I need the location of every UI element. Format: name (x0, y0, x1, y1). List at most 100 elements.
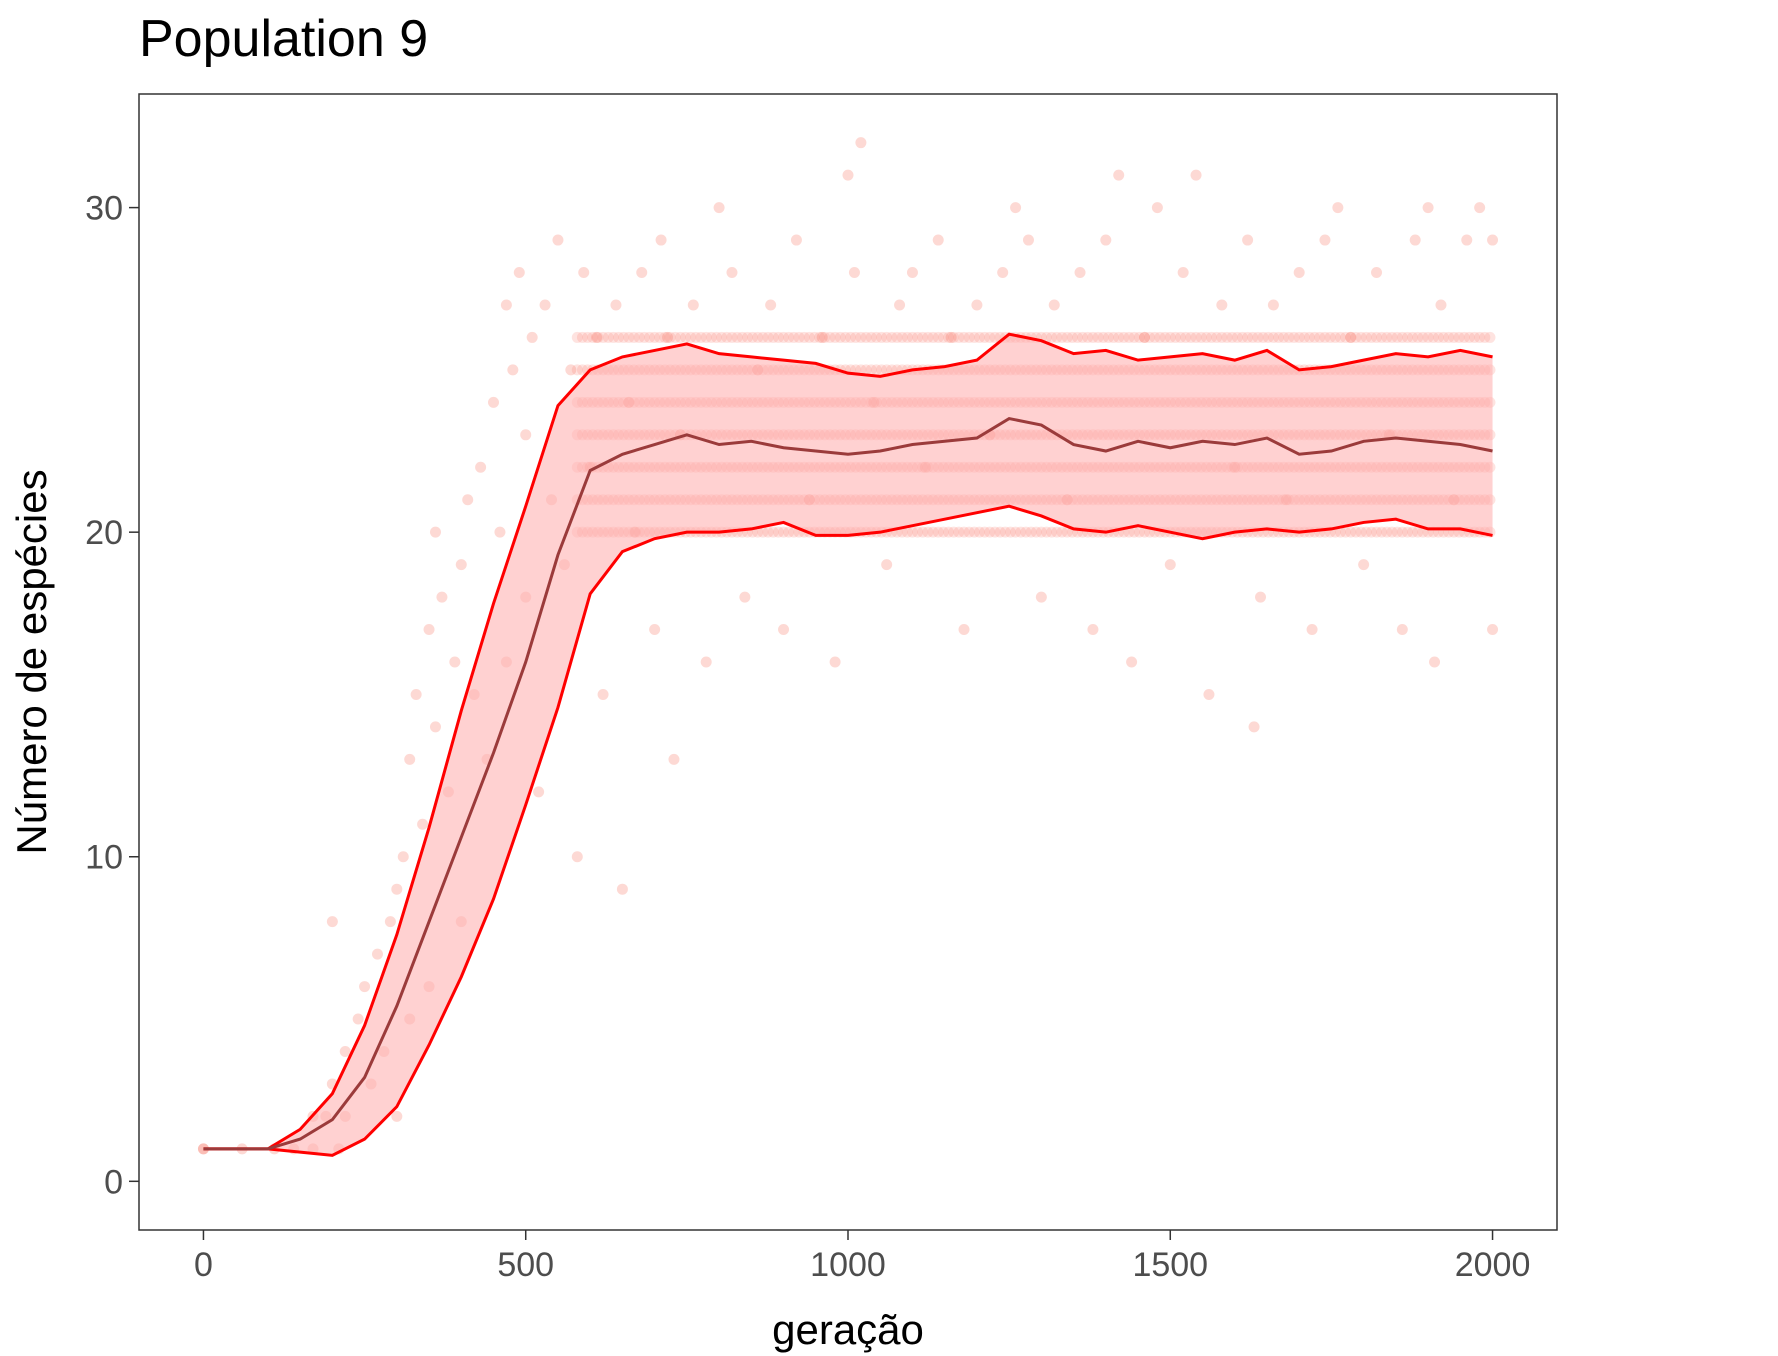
scatter-point (576, 364, 588, 376)
scatter-point (1190, 169, 1202, 181)
scatter-point (865, 331, 877, 343)
scatter-point (1100, 234, 1112, 246)
scatter-point (513, 267, 525, 279)
scatter-point (968, 526, 980, 538)
scatter-point (906, 526, 918, 538)
scatter-point (1412, 526, 1424, 538)
scatter-point (1371, 267, 1383, 279)
scatter-point (1113, 169, 1125, 181)
scatter-point (814, 331, 826, 343)
scatter-point (1314, 331, 1326, 343)
scatter-point (1267, 299, 1279, 311)
scatter-point (1231, 331, 1243, 343)
scatter-point (1350, 526, 1362, 538)
scatter-point (455, 559, 467, 571)
scatter-point (932, 331, 944, 343)
x-axis: 0 500 1000 1500 2000 (194, 1230, 1530, 1284)
scatter-point (1046, 331, 1058, 343)
scatter-point (1288, 331, 1300, 343)
scatter-point (984, 526, 996, 538)
scatter-point (790, 234, 802, 246)
y-axis-title: Número de espécies (8, 469, 55, 854)
scatter-point (1453, 331, 1465, 343)
scatter-point (1257, 331, 1269, 343)
scatter-point (860, 331, 872, 343)
scatter-point (1340, 331, 1352, 343)
scatter-point (669, 331, 681, 343)
scatter-point (816, 331, 828, 343)
scatter-point (1298, 331, 1310, 343)
scatter-point (1262, 331, 1274, 343)
scatter-point (1463, 331, 1475, 343)
scatter-point (1138, 331, 1150, 343)
series-lines (203, 332, 1493, 1157)
scatter-point (582, 331, 594, 343)
scatter-point (1319, 331, 1331, 343)
scatter-point (371, 948, 383, 960)
scatter-point (1169, 331, 1181, 343)
scatter-point (539, 299, 551, 311)
scatter-point (973, 526, 985, 538)
scatter-point (643, 331, 655, 343)
scatter-point (876, 331, 888, 343)
scatter-point (778, 624, 790, 636)
scatter-point (649, 624, 661, 636)
scatter-point (1128, 526, 1140, 538)
scatter-point (855, 331, 867, 343)
scatter-point (436, 591, 448, 603)
scatter-point (855, 137, 867, 149)
scatter-point (937, 526, 949, 538)
scatter-point (705, 331, 717, 343)
scatter-point (767, 526, 779, 538)
scatter-point (731, 331, 743, 343)
scatter-point (932, 526, 944, 538)
scatter-point (649, 331, 661, 343)
scatter-point (1255, 591, 1267, 603)
scatter-point (1035, 526, 1047, 538)
lower-line (203, 504, 1493, 1157)
confidence-band (203, 334, 1493, 1156)
scatter-point (1046, 526, 1058, 538)
scatter-point (1010, 526, 1022, 538)
y-tick-label: 20 (85, 514, 123, 552)
scatter-point (945, 331, 957, 343)
scatter-point (948, 331, 960, 343)
scatter-point (762, 331, 774, 343)
scatter-point (1010, 202, 1022, 214)
scatter-point (1216, 331, 1228, 343)
scatter-point (507, 364, 519, 376)
scatter-point (1443, 331, 1455, 343)
scatter-point (1422, 202, 1434, 214)
scatter-point (778, 526, 790, 538)
scatter-point (662, 331, 674, 343)
scatter-point (1108, 331, 1120, 343)
scatter-point (1429, 656, 1441, 668)
scatter-point (762, 526, 774, 538)
scatter-point (576, 331, 588, 343)
scatter-point (834, 331, 846, 343)
scatter-point (449, 656, 461, 668)
scatter-point (848, 267, 860, 279)
scatter-point (1371, 526, 1383, 538)
scatter-point (1422, 331, 1434, 343)
scatter-point (1417, 331, 1429, 343)
scatter-point (808, 331, 820, 343)
scatter-point (655, 234, 667, 246)
scatter-point (1056, 526, 1068, 538)
scatter-point (700, 331, 712, 343)
scatter-point (618, 331, 630, 343)
scatter-point (592, 331, 604, 343)
scatter-point (1401, 526, 1413, 538)
scatter-point (747, 331, 759, 343)
scatter-point (1077, 331, 1089, 343)
scatter-point (1391, 331, 1403, 343)
scatter-point (927, 331, 939, 343)
x-axis-title: geração (772, 1306, 924, 1353)
scatter-point (326, 916, 338, 928)
scatter-point (1203, 688, 1215, 700)
scatter-point (1407, 331, 1419, 343)
scatter-point (1293, 267, 1305, 279)
scatter-point (1283, 331, 1295, 343)
scatter-point (1365, 526, 1377, 538)
scatter-point (475, 461, 487, 473)
